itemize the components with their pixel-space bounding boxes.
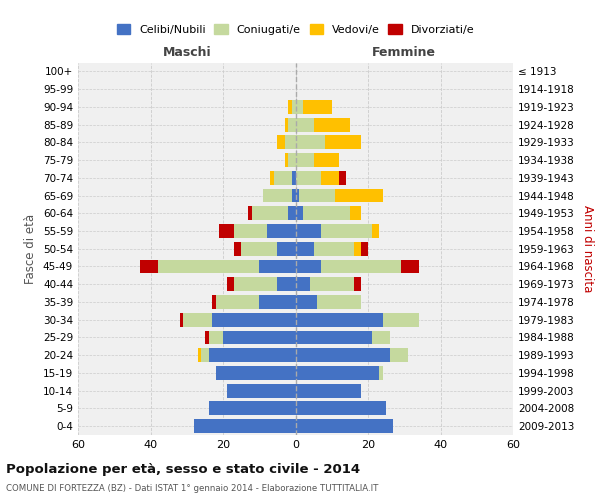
Bar — [288, 100, 292, 114]
Bar — [353, 242, 361, 256]
Bar — [296, 224, 321, 238]
Bar — [350, 206, 361, 220]
Y-axis label: Anni di nascita: Anni di nascita — [581, 205, 594, 292]
Bar — [292, 188, 296, 202]
Bar — [296, 100, 303, 114]
Bar — [277, 278, 296, 291]
Bar — [274, 171, 292, 184]
Bar — [183, 313, 212, 326]
Y-axis label: Fasce di età: Fasce di età — [25, 214, 37, 284]
Bar — [259, 260, 296, 274]
Bar — [321, 260, 401, 274]
Bar — [266, 224, 296, 238]
Bar — [353, 278, 361, 291]
Bar — [321, 171, 339, 184]
Bar — [158, 260, 259, 274]
Bar — [390, 348, 408, 362]
Bar — [339, 171, 346, 184]
Bar — [259, 295, 296, 309]
Bar — [212, 295, 216, 309]
Bar — [314, 118, 350, 132]
Bar — [371, 224, 379, 238]
Bar — [296, 206, 303, 220]
Bar — [314, 153, 339, 167]
Bar — [216, 366, 296, 380]
Bar — [314, 242, 353, 256]
Bar — [284, 153, 288, 167]
Bar — [296, 402, 386, 415]
Bar — [227, 278, 234, 291]
Bar — [140, 260, 158, 274]
Bar — [296, 348, 390, 362]
Bar — [179, 313, 183, 326]
Bar — [303, 206, 350, 220]
Bar — [234, 242, 241, 256]
Bar — [379, 366, 383, 380]
Text: Popolazione per età, sesso e stato civile - 2014: Popolazione per età, sesso e stato civil… — [6, 462, 360, 475]
Bar — [209, 348, 296, 362]
Bar — [277, 136, 284, 149]
Bar — [296, 366, 379, 380]
Bar — [288, 206, 296, 220]
Bar — [234, 224, 266, 238]
Bar — [299, 188, 335, 202]
Bar — [223, 330, 296, 344]
Bar — [321, 224, 371, 238]
Bar — [296, 278, 310, 291]
Bar — [303, 100, 332, 114]
Bar — [234, 278, 277, 291]
Bar — [292, 100, 296, 114]
Bar — [401, 260, 419, 274]
Bar — [220, 224, 234, 238]
Bar — [317, 295, 361, 309]
Bar — [263, 188, 292, 202]
Bar — [241, 242, 277, 256]
Bar — [197, 348, 201, 362]
Bar — [205, 330, 209, 344]
Bar — [288, 153, 296, 167]
Bar — [194, 419, 296, 433]
Bar — [335, 188, 383, 202]
Bar — [284, 118, 288, 132]
Bar — [296, 153, 314, 167]
Bar — [361, 242, 368, 256]
Bar — [296, 118, 314, 132]
Bar — [227, 384, 296, 398]
Bar — [296, 260, 321, 274]
Bar — [296, 171, 321, 184]
Bar — [209, 402, 296, 415]
Bar — [296, 419, 394, 433]
Bar — [296, 295, 317, 309]
Bar — [371, 330, 390, 344]
Bar — [296, 188, 299, 202]
Bar — [277, 242, 296, 256]
Bar — [325, 136, 361, 149]
Text: Femmine: Femmine — [372, 46, 436, 59]
Bar — [248, 206, 252, 220]
Bar — [296, 313, 383, 326]
Bar — [296, 330, 371, 344]
Bar — [296, 136, 325, 149]
Bar — [288, 118, 296, 132]
Bar — [270, 171, 274, 184]
Bar — [296, 384, 361, 398]
Bar — [201, 348, 209, 362]
Bar — [216, 295, 259, 309]
Bar — [209, 330, 223, 344]
Bar — [252, 206, 288, 220]
Text: Maschi: Maschi — [163, 46, 211, 59]
Bar — [284, 136, 296, 149]
Bar — [212, 313, 296, 326]
Text: COMUNE DI FORTEZZA (BZ) - Dati ISTAT 1° gennaio 2014 - Elaborazione TUTTITALIA.I: COMUNE DI FORTEZZA (BZ) - Dati ISTAT 1° … — [6, 484, 379, 493]
Bar — [296, 242, 314, 256]
Bar — [292, 171, 296, 184]
Legend: Celibi/Nubili, Coniugati/e, Vedovi/e, Divorziati/e: Celibi/Nubili, Coniugati/e, Vedovi/e, Di… — [112, 20, 479, 40]
Bar — [383, 313, 419, 326]
Bar — [310, 278, 353, 291]
